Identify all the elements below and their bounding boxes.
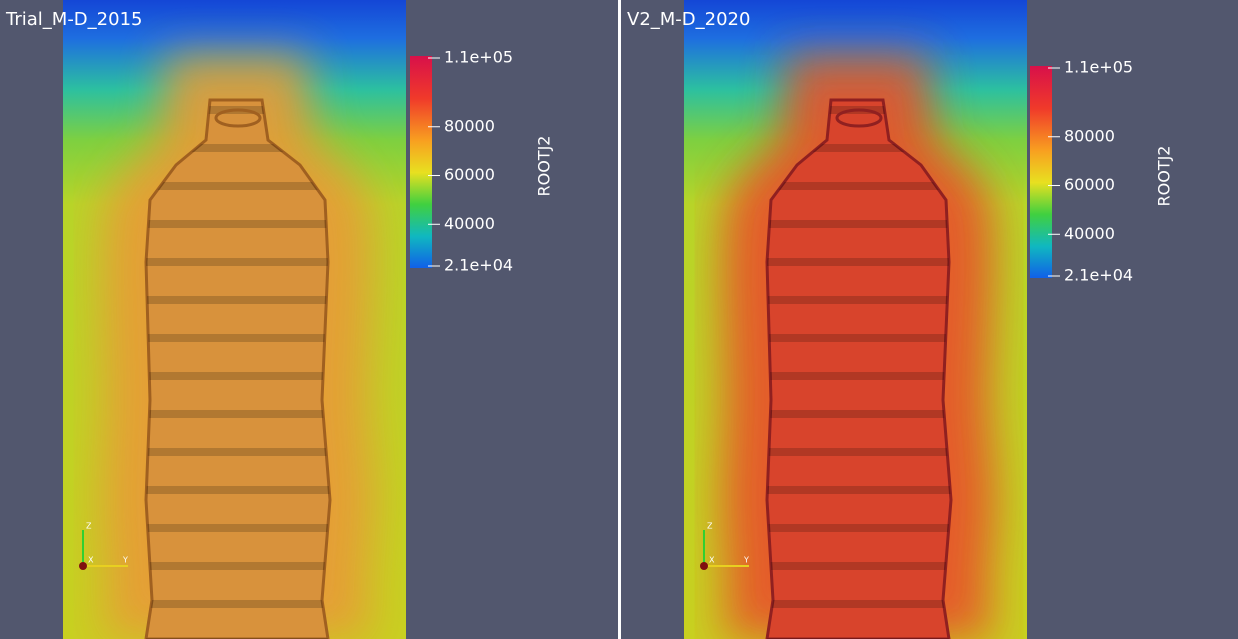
paraview-window: Trial_M-D_2015 1.1e+05 80000 60000 40000 2.1e… <box>0 0 1238 639</box>
view-title: Trial_M-D_2015 <box>5 9 142 30</box>
color-bar-label: 1.1e+05 <box>1064 58 1133 77</box>
view-title: V2_M-D_2020 <box>627 9 750 30</box>
page: Trial_M-D_2015 1.1e+05 80000 60000 40000 2.1e… <box>0 0 1238 639</box>
color-bar-label: 60000 <box>444 165 495 184</box>
color-bar-title: ROOTJ2 <box>1155 146 1174 207</box>
axis-label: Y <box>122 556 128 565</box>
color-bar <box>1030 66 1052 278</box>
axis-label: Z <box>86 522 92 531</box>
color-bar-label: 2.1e+04 <box>1064 266 1133 285</box>
color-bar-label: 60000 <box>1064 175 1115 194</box>
bottle-bands <box>146 100 330 639</box>
color-bar-label: 1.1e+05 <box>444 48 513 67</box>
color-bar-label: 40000 <box>1064 224 1115 243</box>
color-bar-title: ROOTJ2 <box>535 136 554 197</box>
axis-label: X <box>709 556 715 565</box>
color-bar-label: 80000 <box>444 116 495 135</box>
color-bar-label: 40000 <box>444 214 495 233</box>
bottle-bands <box>767 100 951 639</box>
axis-label: Y <box>743 556 749 565</box>
color-bar-label: 2.1e+04 <box>444 256 513 275</box>
axis-label: Z <box>707 522 713 531</box>
render-view: V2_M-D_2020 1.1e+05 80000 60000 40000 2.1e+04… <box>621 0 1238 639</box>
axis-origin <box>700 562 708 570</box>
color-bar <box>410 56 432 268</box>
render-view: Trial_M-D_2015 1.1e+05 80000 60000 40000 2.1e… <box>0 0 618 639</box>
color-bar-label: 80000 <box>1064 126 1115 145</box>
axis-label: X <box>88 556 94 565</box>
axis-origin <box>79 562 87 570</box>
